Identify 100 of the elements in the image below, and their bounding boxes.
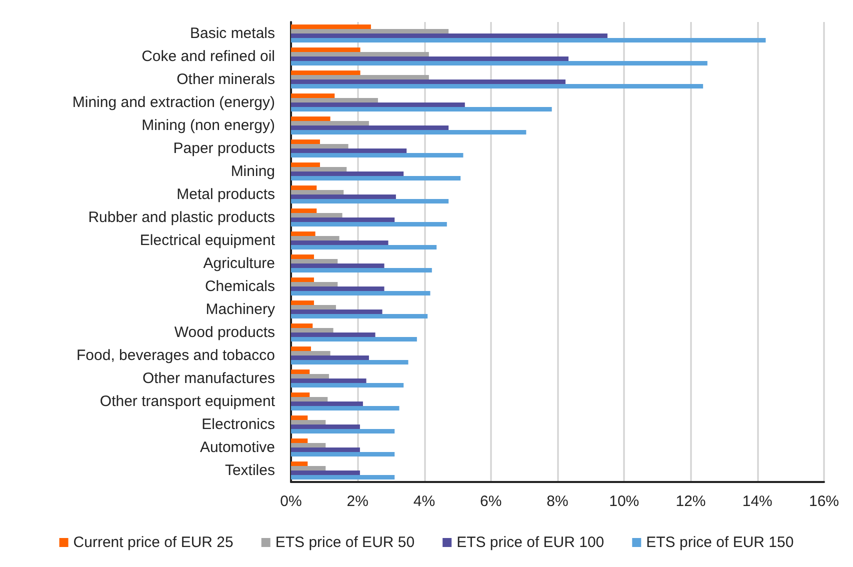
bar [291,56,568,61]
bar [291,286,384,291]
legend-label: Current price of EUR 25 [73,534,234,551]
y-tick-label: Basic metals [190,25,275,42]
y-tick-label: Electrical equipment [140,232,276,249]
bar [291,152,464,158]
x-tick-label: 8% [546,493,568,510]
bar [291,190,344,194]
bar [291,208,317,214]
y-tick-label: Chemicals [204,278,275,295]
bar [291,420,326,424]
x-tick-label: 10% [609,493,640,510]
bar [291,336,417,342]
bar [291,424,360,429]
bar [291,52,429,56]
bar [291,116,330,122]
bar [291,378,366,383]
bar [291,75,429,80]
y-tick-label: Agriculture [203,255,275,272]
bar [291,264,384,268]
legend-label: ETS price of EUR 50 [275,534,415,551]
bar [291,406,400,410]
bar [291,259,338,264]
bar [291,144,348,148]
y-tick-label: Electronics [202,416,275,433]
bar [291,38,766,42]
y-tick-label: Food, beverages and tobacco [76,347,275,364]
y-tick-label: Other transport equipment [100,393,276,410]
bar [291,102,465,107]
bar [291,351,330,356]
bar [291,466,326,470]
bar [291,34,608,38]
bar [291,130,526,134]
bar [291,470,360,475]
y-tick-label: Paper products [173,140,275,157]
bar [291,448,360,452]
y-tick-label: Mining and extraction (energy) [72,94,275,111]
x-tick-label: 0% [280,493,302,510]
bar [291,324,313,328]
bar [291,232,316,236]
bar [291,397,328,402]
bar [291,254,314,260]
bar [291,443,326,448]
bar [291,94,335,98]
bar [291,428,395,434]
bar [291,80,566,84]
bar [291,462,308,466]
x-tick-label: 16% [808,493,840,510]
bar [291,374,329,378]
x-tick-label: 14% [742,493,772,510]
bar [291,402,363,406]
bar [291,98,378,102]
bar [291,121,369,126]
bar [291,346,311,352]
bar [291,360,408,364]
bar [291,300,314,306]
x-tick-label: 6% [480,493,502,510]
y-tick-label: Rubber and plastic products [88,209,275,226]
y-tick-label: Automotive [200,439,275,456]
y-tick-label: Other minerals [176,71,275,88]
bar [291,140,320,144]
bar [291,198,449,204]
bar [291,218,395,222]
bar [291,278,314,282]
y-tick-label: Mining (non energy) [142,117,275,134]
bar [291,392,310,398]
bar [291,222,447,226]
bar [291,70,360,76]
bar [291,452,395,456]
bar [291,370,310,374]
bar [291,29,449,34]
bar [291,236,340,240]
bar [291,172,404,176]
bar [291,356,369,360]
bar [291,106,552,112]
bar [291,176,461,180]
y-tick-label: Other manufactures [142,370,275,387]
legend-label: ETS price of EUR 100 [456,534,604,551]
bar [291,332,376,337]
bar [291,282,338,286]
legend-label: ETS price of EUR 150 [646,534,794,551]
bar [291,310,382,314]
bar [291,438,308,444]
bar [291,194,396,199]
bar [291,328,334,332]
bar [291,244,437,250]
y-tick-label: Coke and refined oil [142,48,275,65]
bar [291,186,317,190]
bar [291,84,704,88]
bar [291,268,432,272]
bar [291,314,428,318]
bar [291,240,388,245]
bar [291,148,407,153]
bar [291,48,360,52]
y-tick-label: Mining [230,163,275,180]
bar [291,213,342,218]
x-tick-label: 4% [413,493,436,510]
y-tick-label: Machinery [206,301,276,318]
bar [291,305,336,310]
bar [291,60,708,66]
